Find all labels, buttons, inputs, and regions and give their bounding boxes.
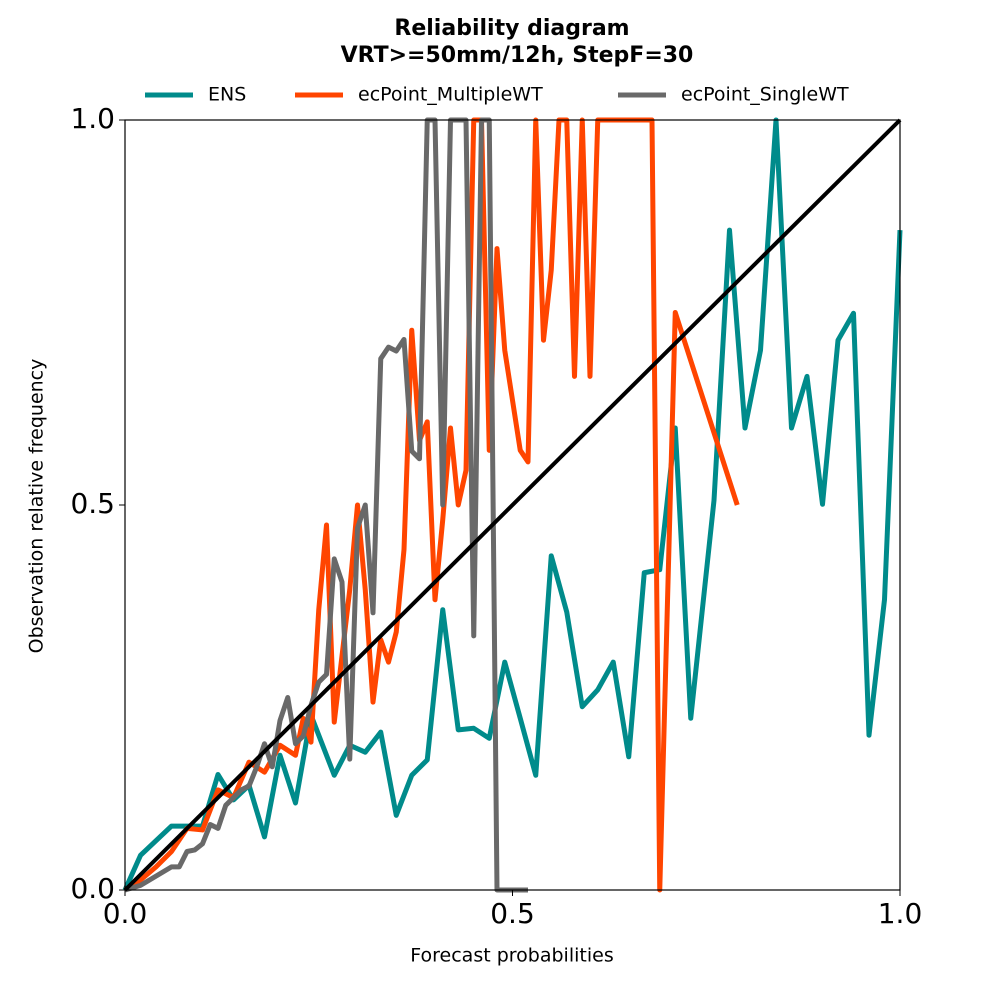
chart-subtitle: VRT>=50mm/12h, StepF=30 xyxy=(341,43,694,68)
legend-label: ecPoint_SingleWT xyxy=(681,84,849,106)
y-tick-label: 1.0 xyxy=(70,102,115,135)
series-line xyxy=(124,117,528,893)
x-axis-label: Forecast probabilities xyxy=(410,945,613,967)
chart-title: Reliability diagram xyxy=(394,16,629,41)
y-tick-label: 0.5 xyxy=(70,487,115,520)
y-axis-label: Observation relative frequency xyxy=(26,359,48,654)
plot-area xyxy=(122,117,903,893)
diagonal xyxy=(123,118,902,892)
x-tick-label: 1.0 xyxy=(878,897,923,930)
legend-label: ENS xyxy=(208,84,246,106)
legend-label: ecPoint_MultipleWT xyxy=(358,84,543,106)
x-tick-label: 0.5 xyxy=(490,897,535,930)
x-tick-label: 0.0 xyxy=(103,897,148,930)
y-tick-label: 0.0 xyxy=(70,872,115,905)
